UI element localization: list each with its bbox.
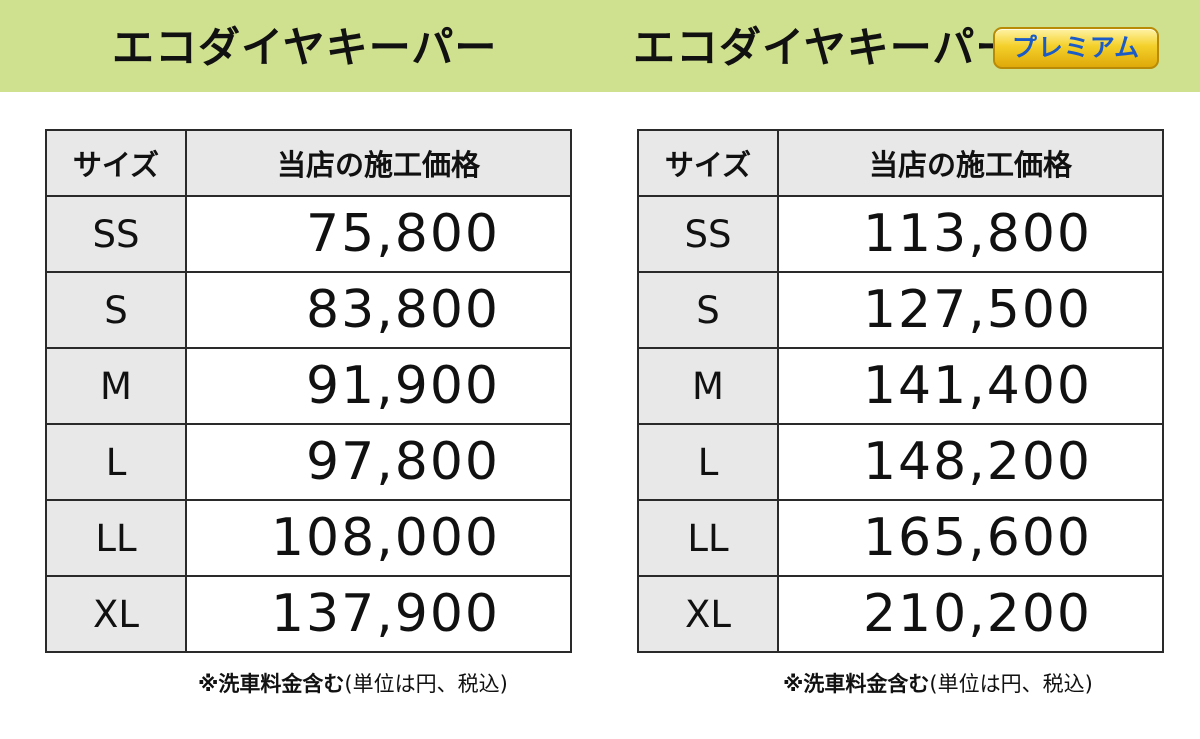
price-cell: 137,900 xyxy=(185,575,572,653)
price-cell: 148,200 xyxy=(777,423,1164,501)
table-row: SS 113,800 xyxy=(637,195,1164,273)
price-cell: 113,800 xyxy=(777,195,1164,273)
price-cell: 127,500 xyxy=(777,271,1164,349)
price-cell: 83,800 xyxy=(185,271,572,349)
size-cell: S xyxy=(45,271,187,349)
size-cell: M xyxy=(637,347,779,425)
table-row: L 97,800 xyxy=(45,423,572,501)
size-cell: XL xyxy=(637,575,779,653)
left-footnote: ※洗車料金含む(単位は円、税込) xyxy=(198,668,508,698)
footnote-bold: ※洗車料金含む xyxy=(783,672,930,696)
size-cell: LL xyxy=(45,499,187,577)
premium-badge: プレミアム xyxy=(993,27,1159,69)
price-column-header: 当店の施工価格 xyxy=(777,129,1164,197)
price-cell: 141,400 xyxy=(777,347,1164,425)
price-cell: 108,000 xyxy=(185,499,572,577)
table-row: XL 210,200 xyxy=(637,575,1164,653)
table-header-row: サイズ 当店の施工価格 xyxy=(637,129,1164,197)
left-product-title: エコダイヤキーパー xyxy=(112,23,498,72)
price-cell: 210,200 xyxy=(777,575,1164,653)
table-row: LL 108,000 xyxy=(45,499,572,577)
left-price-table: サイズ 当店の施工価格 SS 75,800 S 83,800 M 91,900 … xyxy=(45,129,572,653)
table-row: M 141,400 xyxy=(637,347,1164,425)
table-row: S 127,500 xyxy=(637,271,1164,349)
price-cell: 75,800 xyxy=(185,195,572,273)
table-row: S 83,800 xyxy=(45,271,572,349)
table-row: M 91,900 xyxy=(45,347,572,425)
size-column-header: サイズ xyxy=(637,129,779,197)
table-header-row: サイズ 当店の施工価格 xyxy=(45,129,572,197)
price-cell: 97,800 xyxy=(185,423,572,501)
table-row: XL 137,900 xyxy=(45,575,572,653)
size-column-header: サイズ xyxy=(45,129,187,197)
right-product-title: エコダイヤキーパー xyxy=(633,23,1019,72)
right-price-table: サイズ 当店の施工価格 SS 113,800 S 127,500 M 141,4… xyxy=(637,129,1164,653)
size-cell: SS xyxy=(45,195,187,273)
size-cell: SS xyxy=(637,195,779,273)
footnote-units: (単位は円、税込) xyxy=(344,672,508,696)
table-row: L 148,200 xyxy=(637,423,1164,501)
table-row: LL 165,600 xyxy=(637,499,1164,577)
footnote-bold: ※洗車料金含む xyxy=(198,672,345,696)
size-cell: L xyxy=(45,423,187,501)
right-footnote: ※洗車料金含む(単位は円、税込) xyxy=(783,668,1093,698)
table-row: SS 75,800 xyxy=(45,195,572,273)
size-cell: L xyxy=(637,423,779,501)
price-cell: 91,900 xyxy=(185,347,572,425)
size-cell: LL xyxy=(637,499,779,577)
size-cell: M xyxy=(45,347,187,425)
footnote-units: (単位は円、税込) xyxy=(929,672,1093,696)
price-cell: 165,600 xyxy=(777,499,1164,577)
price-column-header: 当店の施工価格 xyxy=(185,129,572,197)
size-cell: XL xyxy=(45,575,187,653)
header-band: エコダイヤキーパー エコダイヤキーパー プレミアム xyxy=(0,0,1200,92)
size-cell: S xyxy=(637,271,779,349)
